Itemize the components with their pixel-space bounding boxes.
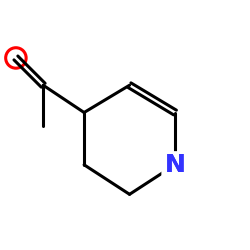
FancyBboxPatch shape bbox=[161, 151, 189, 178]
Text: N: N bbox=[164, 153, 186, 177]
Text: N: N bbox=[164, 153, 186, 177]
